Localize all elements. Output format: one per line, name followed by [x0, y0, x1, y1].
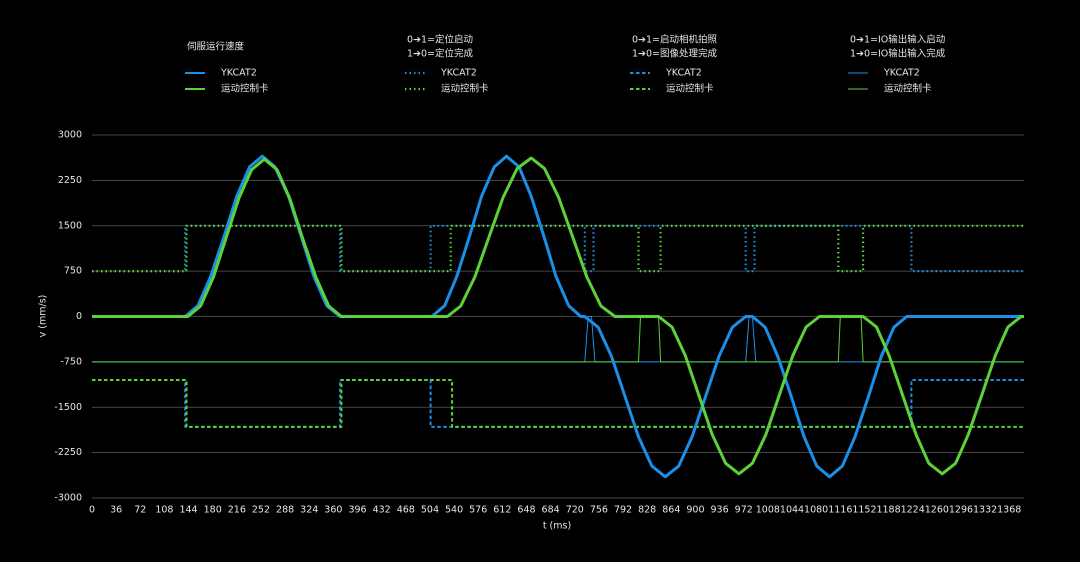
- y-tick-label: 3000: [58, 130, 82, 141]
- legend-group-title: 1➔0=定位完成: [407, 48, 474, 60]
- y-tick-label: -750: [60, 356, 82, 367]
- x-axis-label: t (ms): [543, 521, 571, 532]
- y-tick-label: 2250: [58, 175, 82, 186]
- legend-group-title: 0➔1=IO输出输入启动: [850, 34, 945, 46]
- x-tick-label: 72: [134, 505, 146, 516]
- x-tick-label: 756: [590, 505, 608, 516]
- series-line: [92, 379, 1024, 428]
- x-tick-label: 252: [252, 505, 270, 516]
- x-tick-label: 864: [662, 505, 680, 516]
- x-tick-label: 0: [89, 505, 95, 516]
- legend-group-title: 1➔0=IO输出输入完成: [850, 48, 946, 60]
- legend-group-title: 伺服运行速度: [187, 41, 245, 53]
- x-tick-label: 324: [300, 505, 318, 516]
- x-tick-label: 180: [204, 505, 222, 516]
- series-line: [92, 316, 1024, 363]
- x-tick-label: 576: [469, 505, 487, 516]
- x-tick-label: 1044: [780, 505, 804, 516]
- x-tick-label: 468: [397, 505, 415, 516]
- x-tick-label: 1008: [756, 505, 780, 516]
- legend-label: 运动控制卡: [221, 83, 269, 95]
- x-tick-label: 540: [445, 505, 463, 516]
- x-tick-label: 432: [373, 505, 391, 516]
- x-tick-label: 792: [614, 505, 632, 516]
- y-tick-label: 750: [64, 266, 82, 277]
- x-tick-label: 1368: [997, 505, 1021, 516]
- x-tick-label: 1332: [973, 505, 997, 516]
- x-tick-label: 612: [493, 505, 511, 516]
- legend-group-title: 1➔0=图像处理完成: [632, 48, 718, 60]
- x-tick-label: 648: [517, 505, 535, 516]
- legend-group-title: 0➔1=定位启动: [407, 34, 473, 46]
- x-tick-label: 288: [276, 505, 294, 516]
- series-line: [92, 316, 1024, 363]
- x-tick-label: 1224: [901, 505, 925, 516]
- x-tick-label: 1296: [949, 505, 973, 516]
- legend-group-title: 0➔1=启动相机拍照: [632, 34, 718, 46]
- y-tick-label: -2250: [54, 447, 82, 458]
- x-tick-label: 1116: [828, 505, 852, 516]
- x-tick-label: 108: [155, 505, 173, 516]
- x-tick-label: 1188: [876, 505, 900, 516]
- x-tick-label: 720: [566, 505, 584, 516]
- legend-label: YKCAT2: [220, 68, 257, 79]
- y-tick-label: 1500: [58, 220, 82, 231]
- x-tick-label: 396: [348, 505, 366, 516]
- legend-label: YKCAT2: [440, 68, 477, 79]
- series-line: [92, 224, 1024, 273]
- x-tick-label: 936: [711, 505, 729, 516]
- x-tick-label: 216: [228, 505, 246, 516]
- legend-label: 运动控制卡: [441, 83, 489, 95]
- x-tick-label: 972: [735, 505, 753, 516]
- x-tick-label: 1152: [852, 505, 876, 516]
- x-tick-label: 144: [179, 505, 197, 516]
- legend-label: YKCAT2: [883, 68, 920, 79]
- x-tick-label: 828: [638, 505, 656, 516]
- legend-label: YKCAT2: [665, 68, 702, 79]
- x-tick-label: 360: [324, 505, 342, 516]
- legend-label: 运动控制卡: [666, 83, 714, 95]
- x-tick-label: 1260: [925, 505, 949, 516]
- x-tick-label: 36: [110, 505, 122, 516]
- x-tick-label: 684: [542, 505, 560, 516]
- x-tick-label: 504: [421, 505, 439, 516]
- series-line: [92, 224, 1024, 273]
- x-tick-label: 900: [686, 505, 704, 516]
- y-tick-label: -1500: [54, 402, 82, 413]
- series-line: [92, 379, 1024, 428]
- legend-label: 运动控制卡: [884, 83, 932, 95]
- x-tick-label: 1080: [804, 505, 828, 516]
- y-tick-label: 0: [76, 311, 82, 322]
- series-line: [92, 156, 1024, 476]
- y-tick-label: -3000: [54, 493, 82, 504]
- y-axis-label: v (mm/s): [38, 295, 49, 338]
